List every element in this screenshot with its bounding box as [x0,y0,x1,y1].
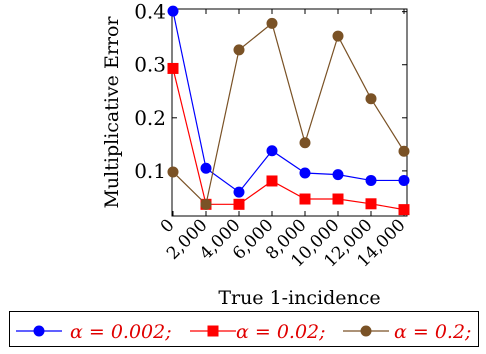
data-point [233,186,245,198]
data-point [266,175,278,187]
data-point [33,325,45,337]
x-axis-label: True 1-incidence [218,287,380,309]
y-tick-label: 0.3 [134,53,166,77]
data-point [332,193,344,205]
data-point [365,93,377,105]
series-line [172,22,405,206]
y-tick-label: 0.2 [134,106,166,130]
data-point [200,162,212,174]
data-point [233,198,245,210]
series-2 [167,62,410,216]
legend-frame [9,311,479,347]
data-point [167,62,179,74]
data-point [167,166,179,178]
data-point [299,167,311,179]
series-3 [167,17,410,210]
data-point [266,145,278,157]
y-tick-label: 0.4 [134,0,166,24]
data-point [365,174,377,186]
legend-entry-2: α = 0.02; [190,321,326,343]
y-axis-label: Multiplicative Error [101,16,123,209]
series-line [172,68,405,211]
legend-label: α = 0.002; [70,321,172,343]
data-point [332,30,344,42]
plot-frame [171,8,408,217]
data-point [398,204,410,216]
data-point [398,145,410,157]
legend: α = 0.002; α = 0.02; α = 0.2; [16,321,471,343]
data-point [365,198,377,210]
data-point [398,174,410,186]
data-point [360,325,372,337]
series-1 [167,5,410,198]
legend-entry-1: α = 0.002; [16,321,172,343]
legend-label: α = 0.2; [394,321,471,343]
data-point [200,198,212,210]
data-point [299,193,311,205]
data-point [266,17,278,29]
series-layer [167,5,410,216]
y-tick-label: 0.1 [134,159,166,183]
legend-label: α = 0.02; [236,321,326,343]
legend-entry-3: α = 0.2; [343,321,471,343]
data-point [167,5,179,17]
axes: 0.10.20.30.402,0004,0006,0008,00010,0001… [101,0,410,309]
series-line [172,10,404,193]
data-point [299,137,311,149]
data-point [233,44,245,56]
data-point [332,169,344,181]
data-point [207,325,219,337]
x-tick-label: 0 [157,215,179,237]
